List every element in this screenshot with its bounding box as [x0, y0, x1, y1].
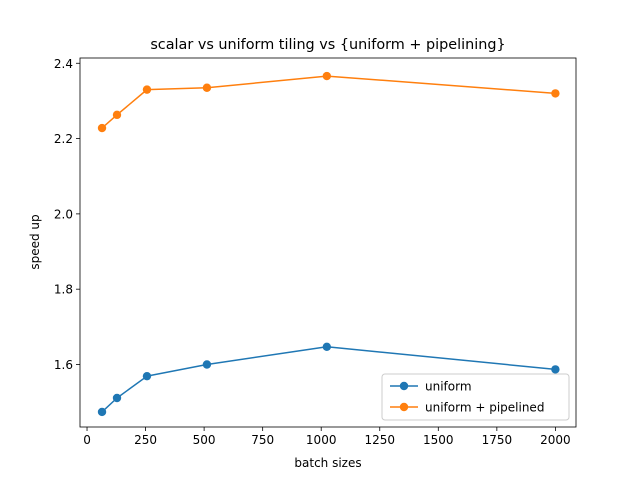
- legend-box: [381, 373, 570, 421]
- series-1-point: [551, 89, 560, 98]
- x-tick-label: 1500: [423, 433, 454, 447]
- axes-frame: [79, 57, 577, 428]
- series-1-point: [112, 110, 122, 120]
- series-1-point: [322, 71, 332, 81]
- legend-label-1: uniform + pipelined: [425, 401, 544, 415]
- series-1-point: [202, 83, 212, 92]
- series-0-point: [112, 393, 122, 403]
- x-tick-label: 1000: [306, 433, 337, 447]
- legend-marker-1: [399, 402, 409, 412]
- y-tick-label: 2.4: [54, 57, 73, 71]
- plot-area: 0 250 500 750 1000 1250 1500 1750 2000 1.6 1.8 2.0 2…: [54, 57, 577, 447]
- series-1-point: [97, 123, 107, 133]
- y-tick-label: 2.0: [54, 207, 73, 221]
- x-tick-label: 750: [251, 433, 274, 447]
- x-tick-label: 250: [134, 433, 157, 447]
- series-0-point: [97, 407, 107, 417]
- x-tick-label: 0: [83, 433, 91, 447]
- y-tick-label: 1.8: [54, 283, 73, 297]
- series-0-point: [551, 365, 560, 374]
- x-tick-label: 2000: [540, 433, 571, 447]
- legend: uniform uniform + pipelined: [381, 373, 570, 421]
- series-0-point: [202, 360, 212, 369]
- legend-label-0: uniform: [425, 380, 472, 394]
- y-axis-label: speed up: [28, 214, 42, 269]
- y-tick-label: 1.6: [54, 358, 73, 372]
- x-axis-label: batch sizes: [294, 456, 361, 470]
- series-0-point: [142, 371, 152, 381]
- y-tick-label: 2.2: [54, 132, 73, 146]
- series-1-point: [142, 85, 152, 94]
- x-tick-label: 500: [193, 433, 216, 447]
- chart-title: scalar vs uniform tiling vs {uniform + p…: [150, 37, 505, 53]
- x-tick-label: 1250: [364, 433, 395, 447]
- x-tick-label: 1750: [482, 433, 513, 447]
- legend-marker-0: [399, 381, 409, 391]
- series-0-point: [322, 342, 332, 351]
